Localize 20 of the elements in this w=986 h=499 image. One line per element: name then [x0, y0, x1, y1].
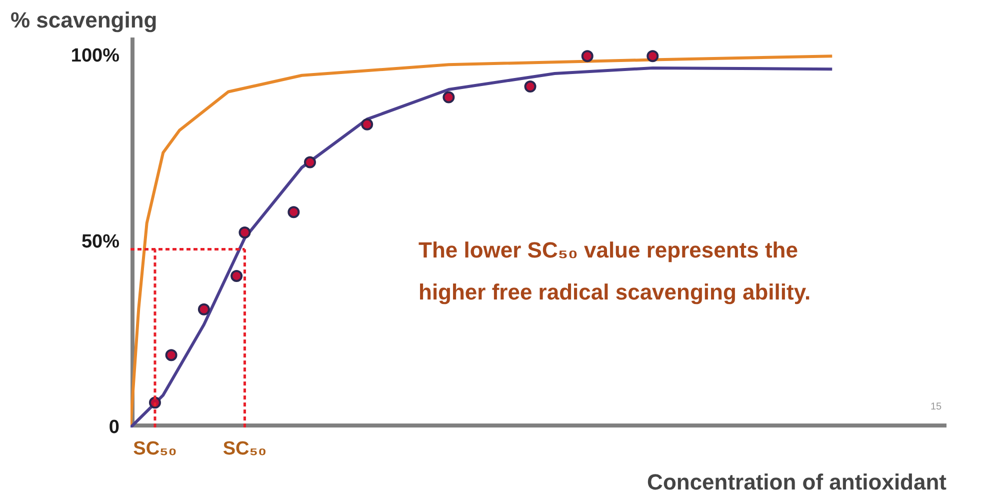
point: [442, 91, 455, 104]
point: [288, 206, 300, 218]
point: [646, 50, 659, 62]
point: [304, 156, 316, 168]
point: [361, 118, 374, 130]
point: [581, 50, 594, 62]
text: 15: [930, 402, 942, 412]
y-tick-label: 100%: [70, 46, 120, 67]
x-tick-label: SC₅₀: [133, 438, 177, 460]
point: [238, 226, 251, 238]
y-tick-label: 0: [108, 417, 120, 438]
x-axis-title: Concentration of antioxidant: [647, 470, 948, 494]
annotation: The lower SC₅₀ value represents the higher free radical scavenging ability.: [418, 238, 811, 304]
point: [524, 80, 536, 93]
y-axis-title: % scavenging: [10, 8, 158, 32]
y-tick-label: 50%: [81, 231, 120, 252]
x-tick-label: SC₅₀: [222, 438, 267, 460]
point: [165, 349, 178, 362]
point: [198, 303, 210, 316]
point: [230, 270, 243, 282]
